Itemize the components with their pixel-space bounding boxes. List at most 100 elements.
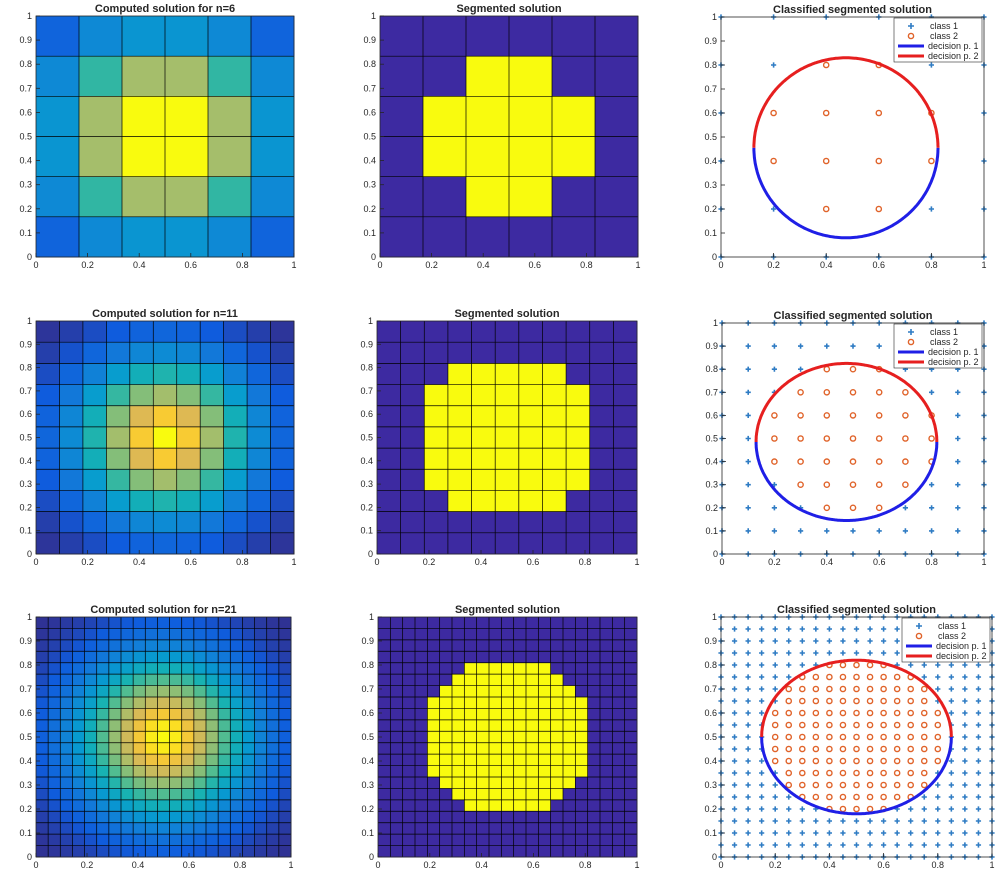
- heat-cell: [181, 617, 195, 629]
- x-tick-label: 0.4: [821, 557, 834, 567]
- class2-point: [893, 733, 901, 741]
- x-tick-label: 1: [634, 860, 639, 870]
- heat-cell: [278, 617, 292, 629]
- heat-cell: [145, 617, 158, 629]
- heat-cell: [563, 731, 576, 744]
- class1-point: [881, 626, 887, 632]
- class2-point: [823, 481, 831, 489]
- heat-cell: [600, 834, 613, 847]
- heat-cell: [575, 697, 589, 709]
- heat-cell: [452, 799, 465, 812]
- heat-cell: [169, 708, 183, 721]
- class1-point: [771, 206, 777, 212]
- heat-cell: [538, 777, 552, 789]
- class2-point: [771, 435, 778, 442]
- class1-point: [731, 794, 738, 800]
- heat-cell: [278, 628, 292, 641]
- y-tick-label: 1: [712, 612, 717, 622]
- class1-point: [908, 830, 914, 836]
- heat-cell: [193, 708, 207, 721]
- heat-cell: [526, 719, 539, 732]
- heat-cell: [36, 469, 60, 491]
- class1-point: [921, 794, 927, 800]
- class1-point: [935, 662, 941, 668]
- heat-cell: [48, 742, 61, 755]
- heat-cell: [415, 697, 428, 709]
- x-tick-label: 0.2: [425, 260, 438, 270]
- heat-cell: [169, 662, 183, 675]
- class2-point: [934, 757, 942, 765]
- heat-cell: [589, 342, 614, 364]
- class1-point: [894, 830, 900, 836]
- heat-cell: [206, 834, 219, 847]
- heat-cell: [612, 697, 626, 709]
- heat-cell: [447, 384, 473, 407]
- heat-cell: [218, 811, 231, 824]
- decision-boundary-1: [754, 442, 939, 522]
- y-tick-label: 0.5: [19, 132, 32, 142]
- heat-cell: [538, 697, 552, 709]
- heat-cell: [96, 822, 110, 835]
- heat-cell: [145, 822, 158, 835]
- x-tick-label: 0: [375, 860, 380, 870]
- heat-cell: [563, 742, 576, 755]
- heat-cell: [452, 617, 465, 629]
- heat-cell: [242, 674, 256, 687]
- heat-cell: [230, 639, 243, 652]
- heat-cell: [538, 811, 552, 824]
- class1-point: [962, 710, 968, 716]
- heat-cell: [266, 811, 280, 824]
- heat-cell: [513, 651, 527, 664]
- x-tick-label: 0.4: [820, 260, 833, 270]
- heat-cell: [145, 731, 158, 744]
- heat-cell: [476, 777, 490, 789]
- class1-point: [921, 674, 927, 680]
- class1-point: [745, 505, 751, 511]
- heat-cell: [122, 136, 166, 178]
- heat-cell: [84, 617, 98, 629]
- heat-cell: [145, 777, 158, 789]
- heat-cell: [589, 405, 614, 428]
- heat-cell: [223, 532, 248, 555]
- heat-cell: [624, 731, 638, 744]
- class2-point: [822, 61, 830, 69]
- class1-point: [975, 830, 982, 836]
- heat-cell: [452, 651, 465, 664]
- heat-cell: [145, 719, 158, 732]
- class1-point: [786, 626, 792, 632]
- class1-point: [731, 650, 738, 656]
- heat-cell: [157, 822, 171, 835]
- heat-cell: [157, 834, 171, 847]
- heat-cell: [108, 685, 122, 698]
- heat-cell: [464, 719, 478, 732]
- class1-point: [902, 528, 908, 534]
- heat-cell: [96, 685, 110, 698]
- heat-cell: [157, 845, 171, 858]
- class1-point: [745, 794, 751, 800]
- heat-cell: [218, 651, 231, 664]
- heat-cell: [230, 811, 243, 824]
- class2-point: [920, 781, 928, 789]
- class2-point: [799, 697, 806, 705]
- class2-point: [880, 709, 887, 717]
- heat-cell: [242, 628, 256, 641]
- heat-cell: [254, 765, 268, 778]
- heat-cell: [495, 384, 520, 407]
- heat-cell: [380, 96, 424, 137]
- class1-point: [772, 638, 778, 644]
- y-tick-label: 0.6: [704, 708, 717, 718]
- heat-cell: [181, 662, 195, 675]
- heat-cell: [495, 511, 520, 534]
- heat-cell: [447, 321, 473, 343]
- heat-cell: [402, 617, 416, 629]
- heat-cell: [270, 321, 295, 343]
- class1-point: [935, 806, 941, 812]
- heat-cell: [589, 321, 614, 343]
- heat-cell: [378, 719, 391, 732]
- heat-cell: [36, 765, 49, 778]
- heat-cell: [108, 697, 122, 709]
- heat-cell: [108, 765, 122, 778]
- heat-cell: [278, 777, 292, 789]
- class1-point: [799, 650, 805, 656]
